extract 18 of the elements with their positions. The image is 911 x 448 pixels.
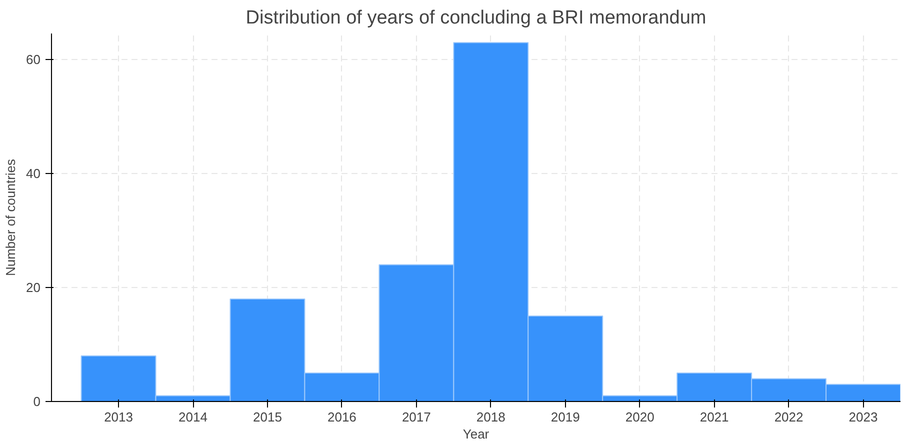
x-tick-label: 2017 [402, 410, 431, 424]
x-tick-label: 2020 [625, 410, 654, 424]
x-tick-label: 2022 [774, 410, 804, 424]
y-tick-label: 60 [26, 52, 41, 68]
x-tick-label: 2015 [253, 410, 282, 424]
x-tick-label: 2018 [476, 410, 506, 424]
x-tick-label: 2019 [550, 410, 580, 424]
x-tick-label: 2013 [104, 410, 133, 424]
x-tick-label: 2021 [700, 410, 729, 424]
y-tick-label: 20 [26, 280, 41, 296]
x-tick-label: 2023 [848, 410, 878, 424]
x-axis-title: Year [462, 426, 490, 442]
y-tick-label: 40 [26, 166, 41, 182]
x-tick-label: 2016 [327, 410, 356, 424]
x-tick-label: 2014 [178, 410, 208, 424]
y-tick-label: 0 [33, 394, 41, 409]
y-axis-title: Number of countries [3, 158, 18, 276]
chart-title: Distribution of years of concluding a BRI memorandum [246, 8, 706, 28]
